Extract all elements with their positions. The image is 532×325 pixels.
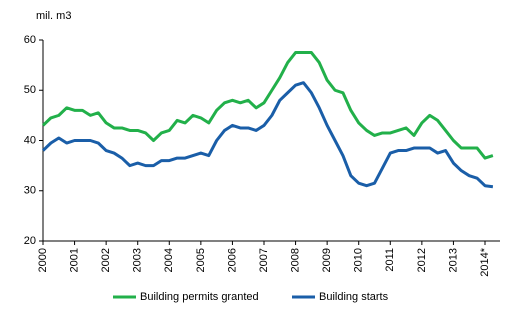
series-line — [41, 81, 494, 189]
y-tick-label: 30 — [24, 185, 36, 197]
x-tick-label: 2007 — [258, 248, 270, 272]
x-tick-label: 2003 — [132, 248, 144, 272]
x-tick-label: 2002 — [100, 248, 112, 272]
x-tick-label: 2009 — [321, 248, 333, 272]
series-line — [41, 51, 494, 160]
legend-label: Building starts — [319, 291, 389, 303]
x-tick-label: 2010 — [353, 248, 365, 272]
x-tick-label: 2004 — [163, 248, 175, 272]
x-tick-label: 2005 — [195, 248, 207, 272]
y-axis-label: mil. m3 — [36, 10, 71, 22]
x-tick-label: 2011 — [384, 248, 396, 272]
y-tick-label: 50 — [24, 84, 36, 96]
x-tick-label: 2001 — [68, 248, 80, 272]
x-tick-label: 2006 — [226, 248, 238, 272]
y-tick-label: 40 — [24, 134, 36, 146]
x-tick-label: 2014* — [479, 247, 491, 276]
x-tick-label: 2012 — [416, 248, 428, 272]
x-tick-label: 2013 — [447, 248, 459, 272]
y-tick-label: 20 — [24, 235, 36, 247]
y-tick-label: 60 — [24, 34, 36, 46]
legend-label: Building permits granted — [140, 291, 259, 303]
x-tick-label: 2008 — [289, 248, 301, 272]
x-tick-label: 2000 — [37, 248, 49, 272]
